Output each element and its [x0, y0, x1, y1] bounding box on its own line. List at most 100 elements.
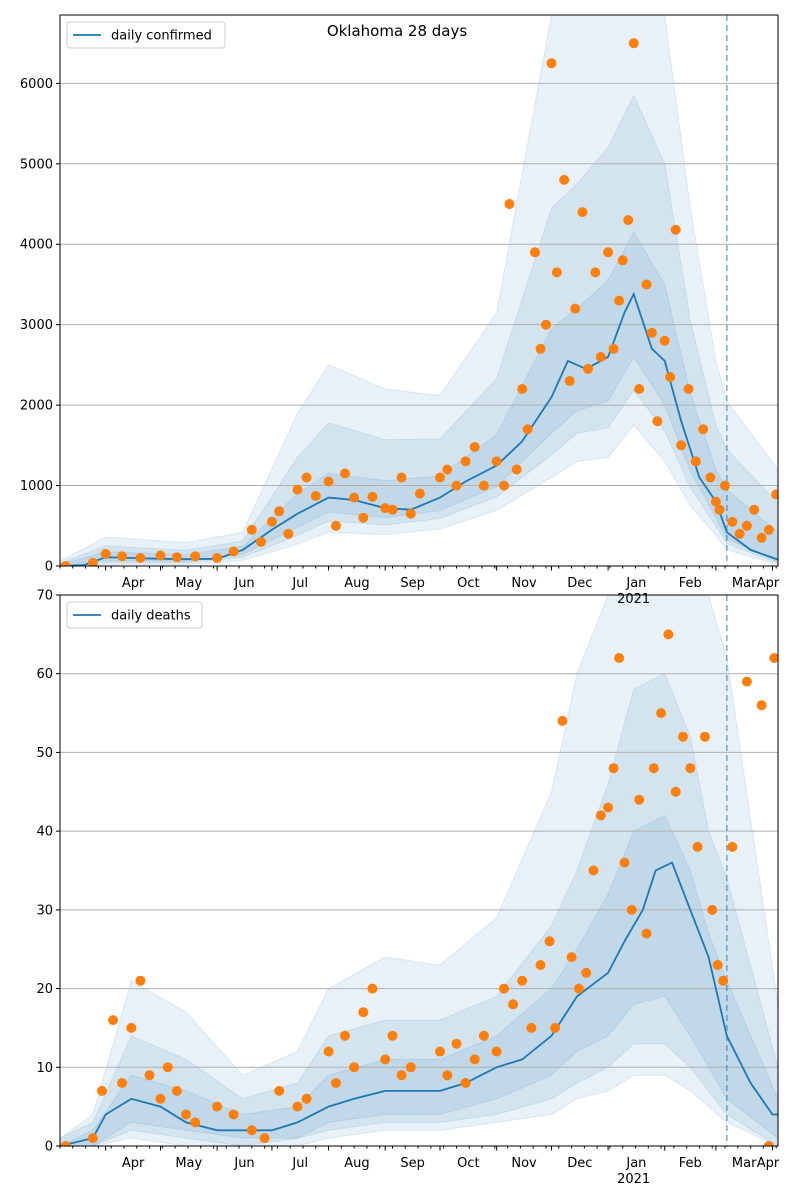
data-point [659, 335, 670, 346]
data-point [583, 363, 593, 374]
y-tick-label: 60 [36, 667, 53, 682]
data-point [478, 1030, 489, 1041]
data-point [573, 983, 584, 994]
data-point [292, 1101, 303, 1112]
data-point [619, 857, 630, 868]
data-point [626, 904, 637, 915]
data-point [323, 1046, 334, 1057]
data-point [710, 496, 721, 507]
data-point [535, 960, 546, 970]
data-point [678, 731, 688, 742]
x-tick-label: Jan [625, 1156, 646, 1171]
x-tick-label: Jul [291, 1156, 308, 1171]
x-tick-label: Feb [679, 1156, 702, 1171]
data-point [727, 841, 738, 852]
data-point [676, 440, 687, 451]
data-point [756, 532, 767, 543]
data-point [720, 480, 730, 491]
data-point [707, 904, 718, 915]
data-point [246, 1125, 257, 1136]
data-point [769, 653, 778, 663]
data-point [274, 506, 285, 517]
x-tick-label: Dec [567, 576, 592, 591]
data-point [171, 1085, 182, 1096]
data-point [266, 516, 277, 527]
data-point [405, 1062, 416, 1073]
data-point [588, 865, 599, 876]
data-point [608, 343, 619, 354]
x-tick-label: Mar [732, 576, 757, 591]
data-point [577, 207, 588, 218]
data-point [358, 512, 369, 523]
data-point [310, 491, 321, 501]
data-point [212, 1101, 223, 1112]
data-point [87, 1133, 98, 1144]
uncertainty-band-2 [60, 94, 778, 566]
data-point [330, 520, 341, 531]
x-tick-label: Jun [233, 576, 254, 591]
data-point [546, 58, 557, 69]
data-point [117, 551, 128, 562]
data-point [323, 476, 334, 487]
data-point [228, 1109, 239, 1120]
data-point [349, 492, 360, 503]
data-point [460, 456, 471, 467]
data-point [292, 484, 303, 495]
x-tick-label: Jul [291, 576, 308, 591]
axes-frame [59, 14, 779, 567]
data-point [652, 416, 663, 427]
data-point [763, 524, 774, 535]
data-point [380, 1054, 391, 1065]
uncertainty-band-3 [60, 814, 778, 1146]
data-point [367, 491, 378, 502]
data-point [135, 975, 146, 986]
data-point [727, 516, 738, 527]
data-point [340, 468, 350, 479]
x-tick-label: Jun [233, 1156, 254, 1171]
data-point [451, 480, 462, 491]
data-point [526, 1022, 537, 1033]
data-point [451, 1038, 462, 1049]
data-point [763, 1141, 774, 1146]
y-tick-label: 0 [45, 560, 53, 575]
data-point [181, 1109, 192, 1120]
data-point [617, 255, 628, 266]
data-point [564, 376, 575, 386]
data-point [608, 763, 619, 774]
data-point [756, 700, 767, 711]
axes-frame [59, 594, 779, 1147]
data-point [499, 480, 509, 491]
data-point [634, 384, 645, 394]
data-point [517, 975, 528, 986]
legend: daily confirmed [66, 21, 226, 49]
x-tick-label: Apr [122, 576, 145, 591]
legend-box [66, 21, 226, 49]
plot-area [60, 595, 778, 1146]
x-tick-label: Aug [344, 576, 369, 591]
data-point [367, 983, 378, 994]
legend-label: daily deaths [111, 609, 191, 624]
data-point [541, 319, 551, 330]
data-point [228, 546, 239, 557]
y-tick-label: 30 [36, 903, 53, 918]
data-point [699, 731, 710, 742]
data-point [478, 480, 489, 491]
data-point [559, 174, 570, 185]
data-point [349, 1062, 360, 1073]
data-point [396, 1070, 407, 1081]
x-tick-label: Aug [344, 1156, 369, 1171]
data-point [641, 928, 652, 939]
data-point [256, 536, 266, 547]
data-point [628, 38, 639, 49]
data-point [396, 472, 407, 483]
data-point [670, 224, 681, 235]
data-point [634, 794, 645, 805]
data-point [595, 351, 606, 362]
data-point [614, 653, 625, 663]
data-point [126, 1022, 137, 1033]
data-point [504, 199, 515, 209]
data-point [698, 424, 709, 435]
data-point [283, 528, 294, 539]
data-point [97, 1085, 107, 1096]
x-tick-label: Nov [511, 1156, 537, 1171]
